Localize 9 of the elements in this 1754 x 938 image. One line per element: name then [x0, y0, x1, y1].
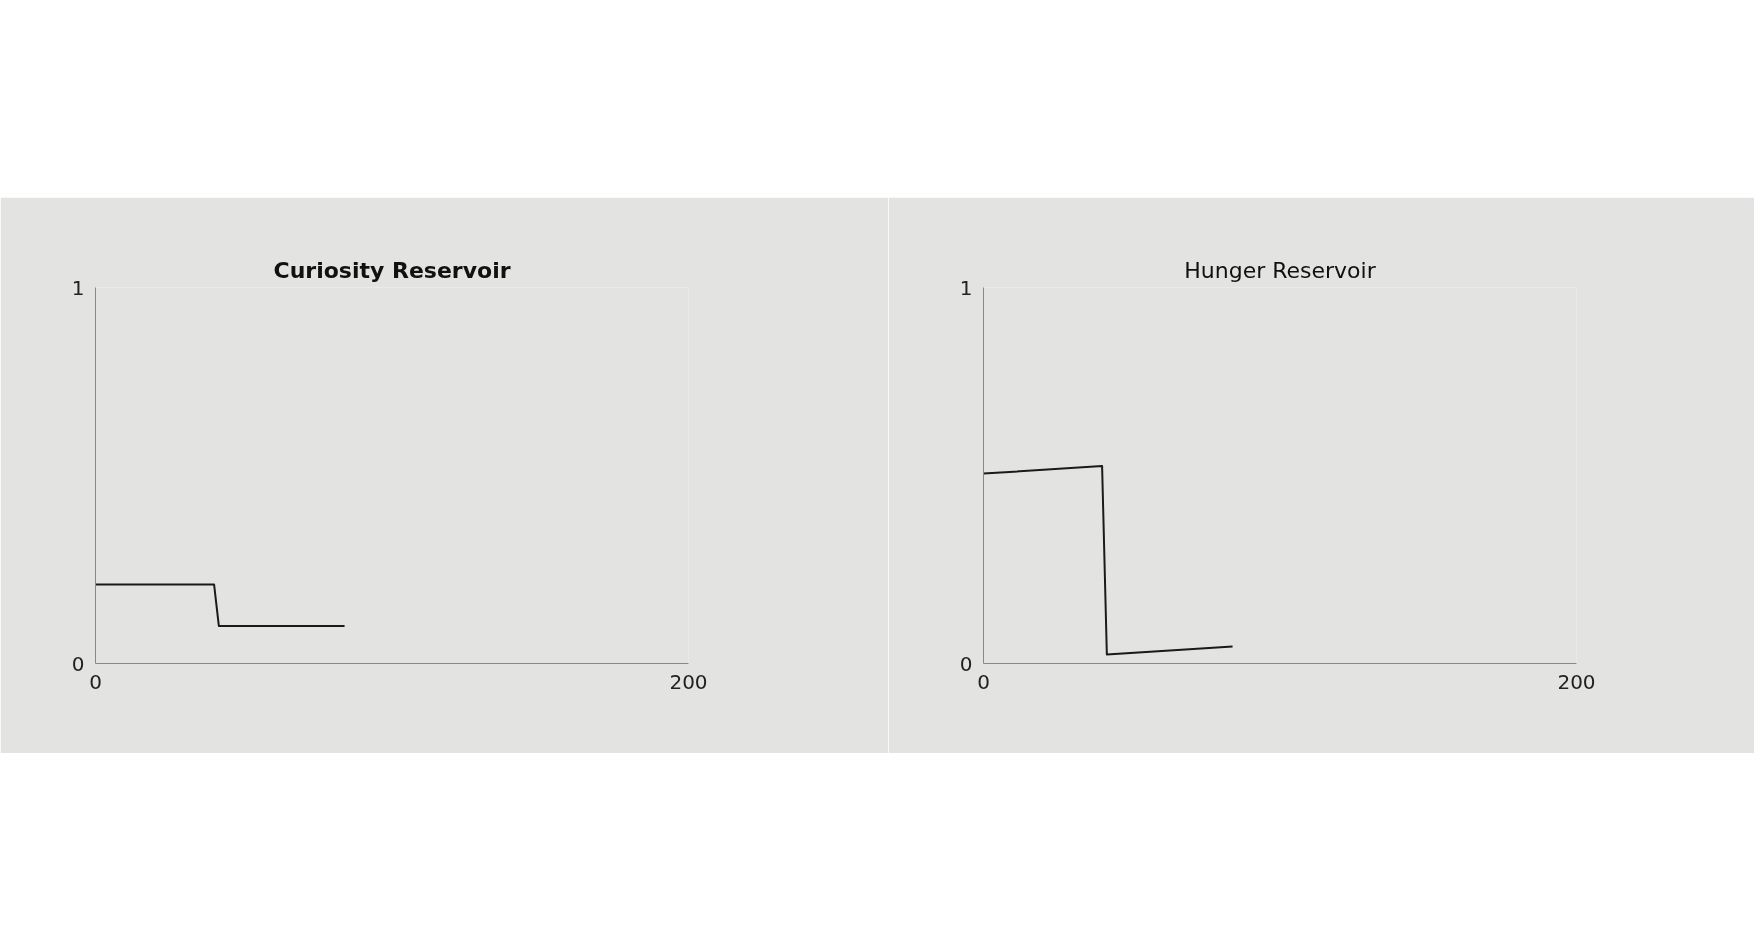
- line-series: [983, 465, 1234, 656]
- x-tick-label: 0: [89, 669, 102, 694]
- y-tick-label: 1: [71, 275, 85, 300]
- x-tick-label: 200: [1557, 669, 1596, 694]
- y-tick-label: 1: [959, 275, 973, 300]
- chart-title: Curiosity Reservoir: [273, 257, 511, 283]
- x-tick-label: 200: [669, 669, 708, 694]
- chart-title: Hunger Reservoir: [1184, 257, 1377, 283]
- x-tick-label: 0: [977, 669, 990, 694]
